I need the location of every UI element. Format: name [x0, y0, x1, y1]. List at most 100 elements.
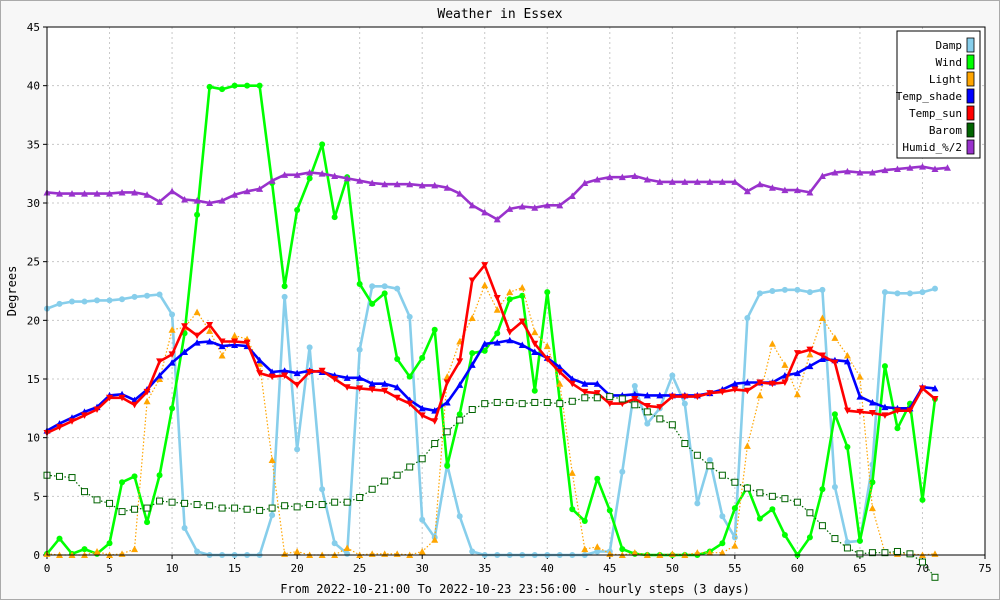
data-point-light [93, 547, 101, 555]
data-point-barom [631, 401, 639, 409]
data-point-barom [318, 501, 326, 509]
legend-label: Temp_shade [896, 90, 962, 103]
data-point-damp [381, 283, 388, 290]
data-point-temp-sun [306, 368, 314, 376]
x-tick-label: 60 [791, 562, 804, 575]
data-point-temp-shade [218, 342, 226, 350]
data-point-temp-shade [168, 359, 176, 366]
data-point-wind [844, 444, 851, 451]
data-point-wind [319, 141, 326, 148]
data-point-damp [631, 383, 638, 390]
data-point-temp-sun [856, 408, 864, 416]
data-point-barom [281, 502, 289, 510]
data-point-humid-2 [506, 205, 514, 212]
data-point-light [581, 545, 589, 553]
series-humid-2 [43, 163, 951, 223]
data-point-temp-sun [556, 368, 564, 376]
data-point-barom [931, 573, 939, 581]
data-point-temp-sun [431, 418, 439, 425]
data-point-damp [419, 516, 426, 523]
data-point-barom [668, 421, 676, 429]
data-point-humid-2 [693, 178, 701, 185]
data-point-humid-2 [631, 172, 639, 180]
data-point-wind [231, 82, 238, 89]
data-point-wind [244, 82, 251, 89]
data-point-barom [443, 428, 451, 436]
data-point-temp-shade [731, 380, 739, 387]
data-point-temp-sun [143, 388, 151, 396]
y-tick-label: 10 [27, 432, 40, 445]
data-point-wind [394, 356, 401, 363]
data-point-wind [469, 350, 476, 357]
y-tick-label: 20 [27, 314, 40, 327]
x-tick-label: 40 [541, 562, 554, 575]
data-point-barom [556, 400, 564, 408]
data-point-humid-2 [193, 197, 201, 204]
data-point-humid-2 [518, 203, 526, 210]
data-point-temp-shade [393, 383, 401, 391]
legend-swatch [966, 139, 975, 155]
data-point-temp-shade [368, 380, 376, 387]
data-point-temp-sun [781, 379, 789, 387]
data-point-wind [431, 326, 438, 333]
data-point-humid-2 [568, 192, 576, 199]
data-point-light [531, 328, 539, 336]
data-point-damp [731, 534, 738, 541]
y-tick-label: 45 [27, 21, 40, 34]
data-point-humid-2 [743, 187, 751, 195]
data-point-humid-2 [356, 177, 364, 184]
data-point-wind [831, 411, 838, 418]
data-point-temp-shade [418, 404, 426, 412]
data-point-damp [369, 283, 376, 290]
data-point-barom [456, 416, 464, 424]
data-point-temp-sun [243, 339, 251, 347]
data-point-temp-shade [456, 381, 464, 388]
data-point-humid-2 [556, 201, 564, 209]
data-point-temp-shade [343, 374, 351, 381]
data-point-wind [494, 330, 501, 337]
data-point-barom [193, 501, 201, 509]
data-point-damp [744, 314, 751, 321]
data-point-temp-shade [743, 379, 751, 386]
data-point-barom [593, 394, 601, 402]
data-point-barom [856, 550, 864, 558]
data-point-humid-2 [143, 191, 151, 198]
x-tick-label: 15 [228, 562, 241, 575]
data-point-barom [206, 502, 214, 510]
data-point-humid-2 [718, 178, 726, 185]
data-point-temp-sun [118, 394, 126, 402]
data-point-light [856, 373, 864, 380]
data-point-temp-sun [743, 387, 751, 395]
data-point-wind [719, 540, 726, 547]
data-point-barom [843, 544, 851, 552]
data-point-temp-sun [381, 387, 389, 395]
data-point-light [843, 352, 851, 359]
data-point-humid-2 [406, 180, 414, 188]
data-point-temp-sun [568, 380, 576, 388]
data-point-barom [431, 440, 439, 448]
x-tick-label: 5 [106, 562, 113, 575]
x-tick-label: 65 [853, 562, 866, 575]
data-point-humid-2 [281, 171, 289, 178]
data-point-temp-sun [881, 412, 889, 419]
data-point-barom [381, 477, 389, 485]
data-point-humid-2 [543, 201, 551, 209]
data-point-temp-sun [806, 346, 814, 354]
data-point-damp [306, 344, 313, 351]
data-point-temp-shade [506, 336, 514, 344]
data-point-wind [619, 546, 626, 553]
data-point-damp [394, 285, 401, 292]
data-point-temp-sun [506, 329, 514, 336]
data-point-barom [918, 558, 926, 566]
data-point-temp-sun [406, 400, 414, 408]
x-tick-label: 20 [291, 562, 304, 575]
data-point-damp [294, 446, 301, 453]
data-point-humid-2 [81, 190, 89, 197]
data-point-humid-2 [668, 178, 676, 185]
data-point-light [468, 314, 476, 321]
data-point-barom [706, 462, 714, 470]
data-point-temp-shade [881, 403, 889, 411]
data-point-barom [93, 496, 101, 504]
y-tick-label: 30 [27, 197, 40, 210]
legend-swatch [966, 54, 975, 70]
